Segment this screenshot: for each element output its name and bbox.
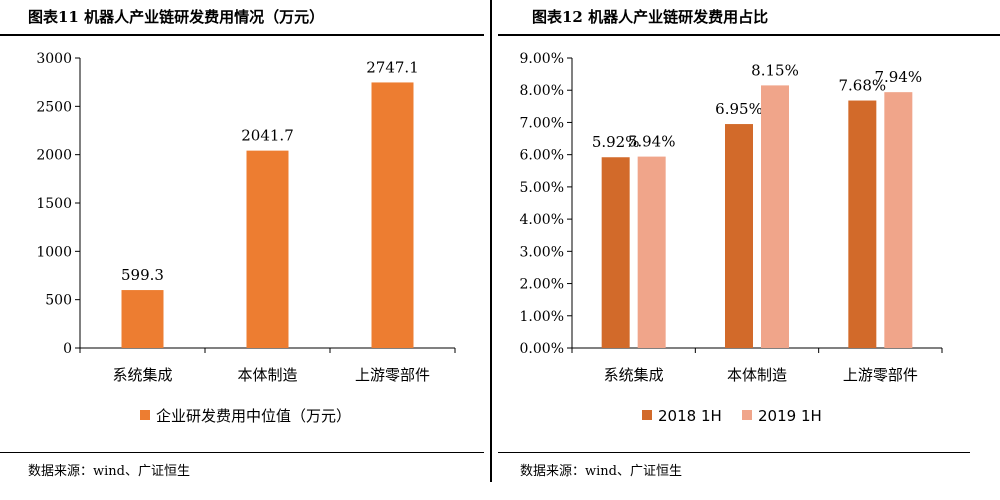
bar bbox=[121, 290, 164, 348]
x-category-label: 本体制造 bbox=[727, 366, 787, 384]
bar bbox=[848, 100, 877, 349]
data-label: 2041.7 bbox=[241, 127, 294, 145]
right-title-rule bbox=[498, 34, 1000, 36]
right-bar-chart: 0.00% 1.00% 2.00% 3.00% 4.00% 5.00% 6.00% 7.00%… bbox=[520, 51, 943, 425]
y-tick-label: 500 bbox=[45, 293, 72, 309]
legend-label: 2019 1H bbox=[758, 407, 822, 425]
legend-swatch bbox=[140, 410, 150, 420]
x-category-label: 上游零部件 bbox=[355, 366, 430, 384]
y-tick-label: 5.00% bbox=[520, 180, 564, 196]
legend-swatch bbox=[642, 410, 652, 420]
right-source-note: 数据来源：wind、广证恒生 bbox=[520, 464, 682, 479]
bar bbox=[601, 157, 630, 348]
bar bbox=[246, 150, 289, 348]
legend-label: 2018 1H bbox=[658, 407, 722, 425]
data-label: 5.92% bbox=[592, 133, 640, 151]
bar bbox=[637, 156, 666, 348]
data-label: 5.94% bbox=[628, 133, 676, 151]
left-title-rule bbox=[0, 34, 484, 36]
y-tick-label: 3000 bbox=[36, 51, 72, 67]
y-tick-label: 4.00% bbox=[520, 212, 564, 228]
left-source-rule bbox=[0, 452, 484, 453]
left-chart-title: 图表11 机器人产业链研发费用情况（万元） bbox=[28, 8, 325, 26]
right-source-rule bbox=[498, 452, 970, 453]
data-label: 7.94% bbox=[875, 68, 923, 86]
data-label: 6.95% bbox=[715, 100, 763, 118]
y-tick-label: 9.00% bbox=[520, 51, 564, 67]
y-tick-label: 1000 bbox=[36, 244, 72, 260]
y-tick-label: 3.00% bbox=[520, 244, 564, 260]
bar bbox=[371, 82, 414, 349]
y-tick-label: 0.00% bbox=[520, 341, 564, 357]
left-source-note: 数据来源：wind、广证恒生 bbox=[28, 464, 190, 479]
bar bbox=[725, 124, 753, 348]
left-bar-chart: 0 500 1000 1500 2000 2500 3000 系统集成 599.3 本体制造 204… bbox=[36, 51, 456, 425]
data-label: 2747.1 bbox=[366, 58, 419, 76]
y-tick-label: 2000 bbox=[36, 148, 72, 164]
y-tick-label: 8.00% bbox=[520, 83, 564, 99]
y-tick-label: 2.00% bbox=[520, 277, 564, 293]
x-category-label: 本体制造 bbox=[237, 366, 297, 384]
data-label: 8.15% bbox=[751, 61, 799, 79]
right-chart-title: 图表12 机器人产业链研发费用占比 bbox=[532, 8, 769, 26]
y-tick-label: 2500 bbox=[36, 99, 72, 115]
legend-swatch bbox=[742, 410, 752, 420]
y-tick-label: 7.00% bbox=[520, 115, 564, 131]
x-category-label: 上游零部件 bbox=[843, 366, 918, 384]
panel-divider bbox=[490, 0, 492, 482]
x-category-label: 系统集成 bbox=[604, 366, 664, 384]
bar bbox=[884, 92, 913, 349]
x-category-label: 系统集成 bbox=[112, 366, 172, 384]
y-tick-label: 6.00% bbox=[520, 148, 564, 164]
data-label: 599.3 bbox=[121, 266, 164, 284]
y-tick-label: 1.00% bbox=[520, 309, 564, 325]
y-tick-label: 0 bbox=[63, 341, 72, 357]
legend-label: 企业研发费用中位值（万元） bbox=[156, 407, 351, 425]
data-label: 7.68% bbox=[839, 77, 887, 95]
bar bbox=[761, 85, 789, 348]
y-tick-label: 1500 bbox=[36, 196, 72, 212]
